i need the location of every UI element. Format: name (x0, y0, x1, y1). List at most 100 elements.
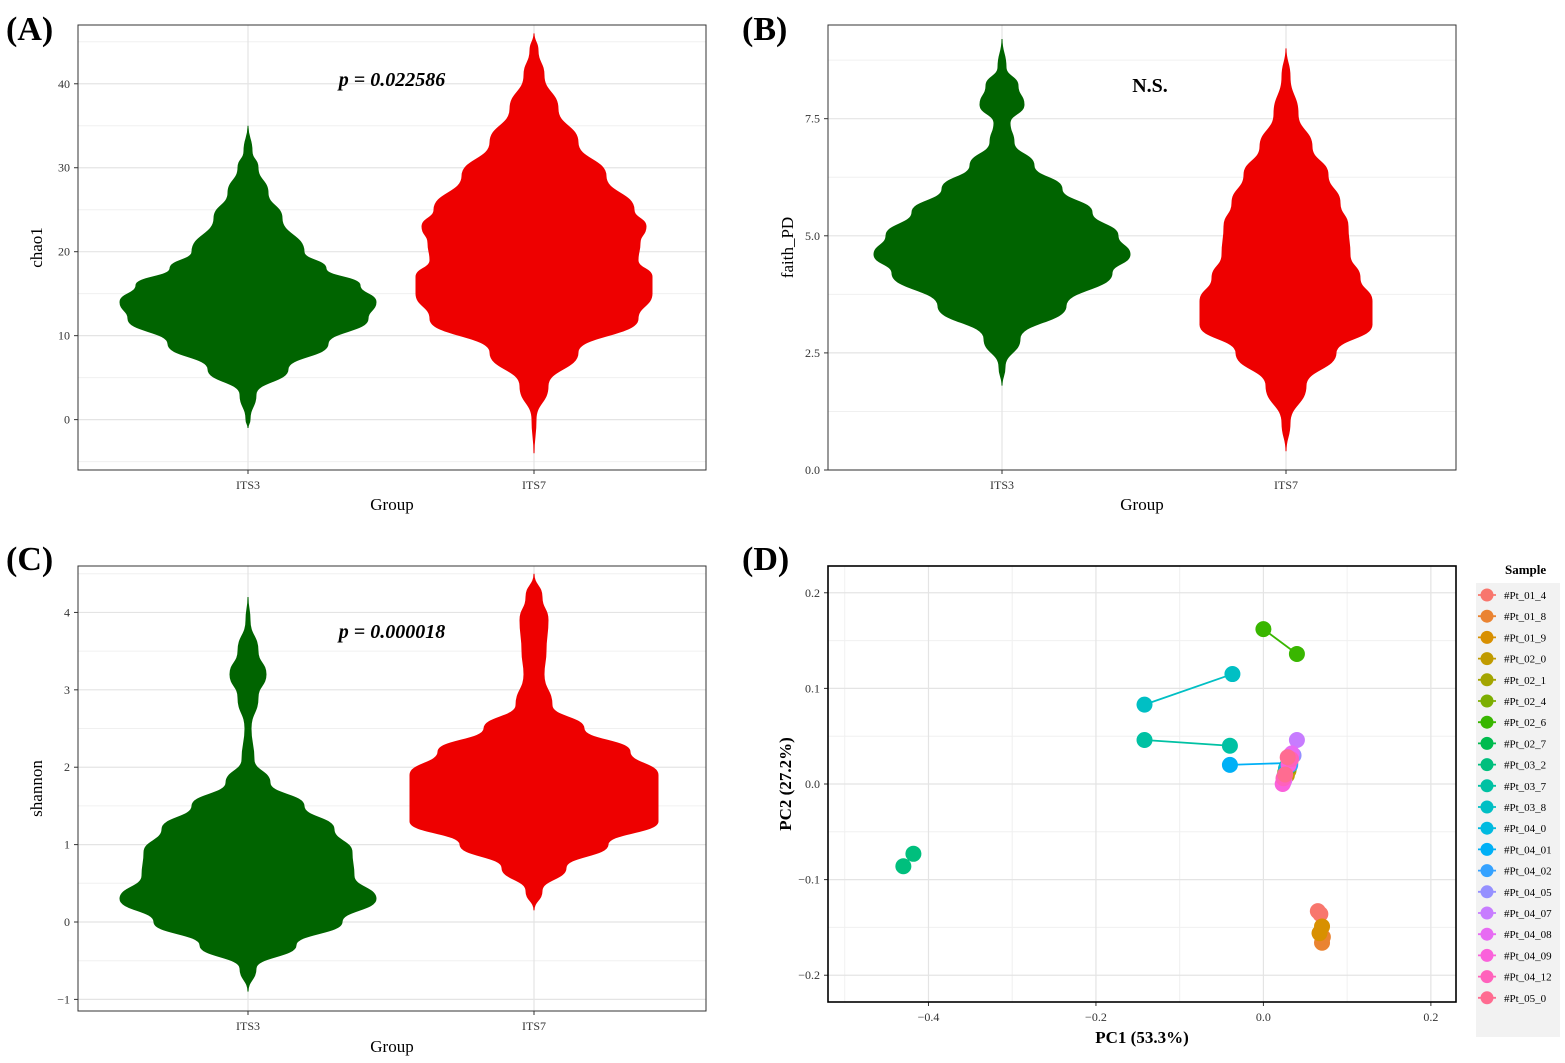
plot-frame (827, 24, 1457, 471)
sample-point (1314, 918, 1331, 935)
plot-frame (827, 565, 1457, 1003)
y-tick-label: 1 (64, 838, 70, 852)
legend-item: #Pt_02_0 (1478, 652, 1547, 666)
sample-point (1224, 666, 1241, 683)
legend-item: #Pt_01_9 (1478, 630, 1547, 644)
y-axis-label: PC2 (27.2%) (776, 737, 795, 830)
sample-point (1255, 621, 1272, 638)
sample-point (1288, 645, 1305, 662)
legend-key-point (1480, 800, 1494, 814)
legend-key-point (1480, 821, 1494, 835)
legend-key-point (1480, 630, 1494, 644)
y-tick-label: 20 (58, 245, 70, 259)
x-axis-label: PC1 (53.3%) (1095, 1028, 1188, 1047)
legend-label: #Pt_02_1 (1504, 675, 1546, 687)
x-tick-label: ITS3 (236, 478, 260, 492)
x-tick-label: −0.4 (918, 1010, 940, 1024)
y-tick-label: −0.2 (798, 968, 820, 982)
legend-key-point (1480, 948, 1494, 962)
sample-point (1288, 732, 1305, 749)
legend-item: #Pt_04_02 (1478, 864, 1552, 878)
panel-label-c: (C) (6, 541, 53, 578)
legend-key-point (1480, 694, 1494, 708)
legend-item: #Pt_03_7 (1478, 779, 1547, 793)
sample-point (1136, 732, 1153, 749)
legend-key-point (1480, 758, 1494, 772)
y-tick-label: 0 (64, 413, 70, 427)
violin-panel-a: 0 10 20 30 40 ITS3 ITS7 Group chao1 p = 0.022586 (27, 24, 707, 514)
legend-key-point (1480, 927, 1494, 941)
legend-item: #Pt_02_4 (1478, 694, 1547, 708)
legend-label: #Pt_03_7 (1504, 781, 1547, 793)
y-tick-label: 0.1 (805, 681, 820, 695)
sample-point (1221, 756, 1238, 773)
legend-label: #Pt_04_01 (1504, 844, 1552, 856)
legend-label: #Pt_01_9 (1504, 632, 1547, 644)
y-tick-label: 0.2 (805, 586, 820, 600)
legend-label: #Pt_01_4 (1504, 590, 1547, 602)
x-tick-label: ITS7 (522, 478, 546, 492)
violin-its7 (1199, 47, 1373, 452)
y-tick-label: 5.0 (805, 229, 820, 243)
legend-label: #Pt_04_12 (1504, 972, 1552, 984)
sample-point (1312, 906, 1329, 923)
legend-label: #Pt_04_08 (1504, 929, 1552, 941)
legend-item: #Pt_04_05 (1478, 885, 1552, 899)
legend-label: #Pt_03_2 (1504, 760, 1546, 772)
legend-item: #Pt_04_09 (1478, 948, 1552, 962)
y-tick-label: 4 (64, 605, 70, 619)
legend-item: #Pt_03_8 (1478, 800, 1547, 814)
x-tick-label: ITS3 (990, 478, 1014, 492)
legend-key-point (1480, 842, 1494, 856)
y-tick-label: 0 (64, 915, 70, 929)
panel-label-b: (B) (742, 11, 787, 48)
y-tick-label: 0.0 (805, 463, 820, 477)
legend-key-point (1480, 885, 1494, 899)
sample-point (1221, 737, 1238, 754)
legend-label: #Pt_02_4 (1504, 696, 1547, 708)
pcoa-panel: −0.4 −0.2 0.0 0.2 −0.2 −0.1 0.0 0.1 0.2 PC1 (53.3… (776, 562, 1560, 1047)
legend-key-point (1480, 970, 1494, 984)
legend-item: #Pt_04_08 (1478, 927, 1552, 941)
y-tick-label: 0.0 (805, 777, 820, 791)
legend-item: #Pt_05_0 (1478, 991, 1547, 1005)
legend-label: #Pt_03_8 (1504, 802, 1547, 814)
legend-key-point (1480, 906, 1494, 920)
legend-label: #Pt_05_0 (1504, 993, 1547, 1005)
y-axis-label: faith_PD (778, 217, 797, 278)
panel-label-a: (A) (6, 11, 53, 48)
violin-its3 (119, 125, 377, 429)
legend-key-point (1480, 588, 1494, 602)
legend-label: #Pt_02_7 (1504, 738, 1547, 750)
sample-point (905, 845, 922, 862)
violin-panel-b: 0.0 2.5 5.0 7.5 ITS3 ITS7 Group faith_PD N.S. (778, 24, 1457, 514)
legend-item: #Pt_04_01 (1478, 842, 1552, 856)
sample-point (1279, 749, 1296, 766)
legend-item: #Pt_04_12 (1478, 970, 1552, 984)
legend-item: #Pt_02_1 (1478, 673, 1546, 687)
significance-annotation: p = 0.022586 (337, 69, 445, 91)
legend-key-point (1480, 736, 1494, 750)
violin-its3 (119, 596, 377, 992)
legend-label: #Pt_04_07 (1504, 908, 1552, 920)
x-tick-label: ITS7 (522, 1019, 546, 1033)
sample-line (1144, 739, 1230, 747)
legend-item: #Pt_04_0 (1478, 821, 1547, 835)
legend: Sample #Pt_01_4 #Pt_01_8 #Pt_01_9 #Pt_02_0 #P… (1476, 562, 1560, 1037)
y-tick-label: 3 (64, 683, 70, 697)
y-tick-label: 10 (58, 329, 70, 343)
x-tick-label: ITS3 (236, 1019, 260, 1033)
x-axis-label: Group (370, 495, 413, 514)
violin-its7 (415, 32, 653, 454)
plot-frame (77, 24, 707, 471)
y-tick-label: −0.1 (798, 873, 820, 887)
sample-point (895, 858, 912, 875)
legend-label: #Pt_02_0 (1504, 654, 1547, 666)
panel-label-d: (D) (742, 541, 789, 578)
legend-key-point (1480, 779, 1494, 793)
violin-its3 (873, 38, 1131, 386)
x-tick-label: −0.2 (1085, 1010, 1107, 1024)
y-tick-label: −1 (57, 992, 70, 1006)
legend-item: #Pt_01_8 (1478, 609, 1547, 623)
